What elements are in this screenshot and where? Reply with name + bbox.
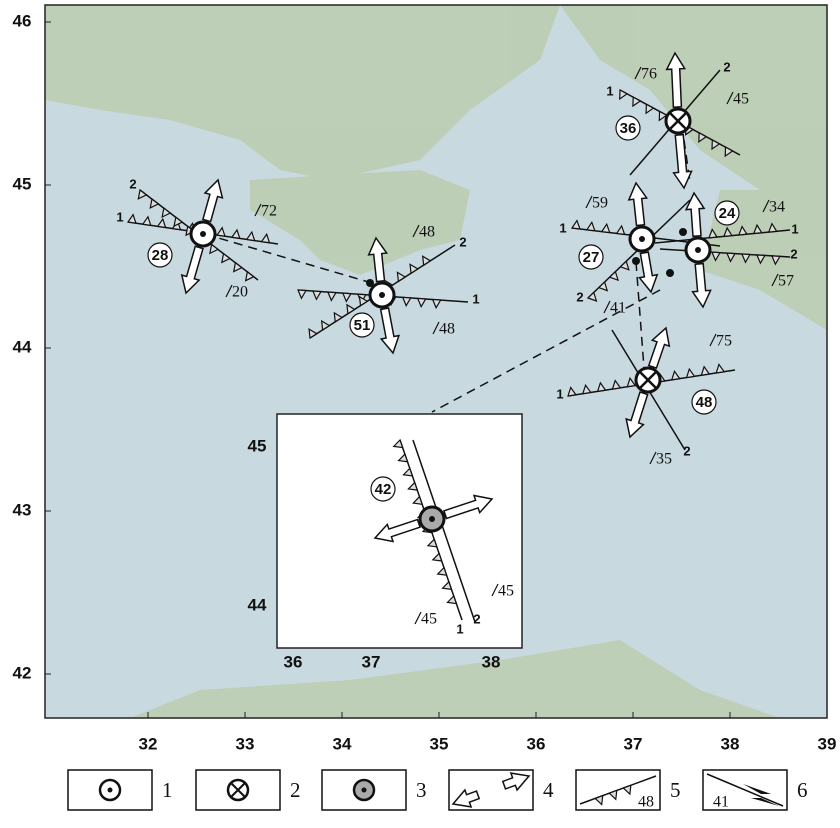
legend-dip: 48 — [638, 794, 654, 811]
inset-y-tick-label: 44 — [248, 595, 267, 614]
plane-label: 1 — [791, 221, 798, 236]
dip-value: 45 — [498, 583, 514, 600]
event-id: 24 — [719, 205, 736, 222]
dip-value: 48 — [439, 321, 455, 338]
dot — [429, 516, 435, 522]
y-tick-label: 43 — [13, 500, 32, 519]
x-tick-label: 33 — [236, 734, 255, 753]
x-tick-label: 35 — [430, 734, 449, 753]
legend-item: 4 — [449, 770, 554, 810]
dip-value: 57 — [778, 273, 794, 290]
event-id: 27 — [583, 249, 600, 266]
dot — [108, 788, 113, 793]
legend-label: 6 — [797, 778, 808, 802]
dip-value: 45 — [733, 91, 749, 108]
event-id: 28 — [152, 247, 169, 264]
inset-x-tick-label: 37 — [362, 652, 381, 671]
dip-value: 72 — [261, 203, 277, 220]
x-tick-label: 32 — [139, 734, 158, 753]
legend-item: 1 — [68, 770, 173, 810]
y-tick-label: 44 — [13, 337, 32, 356]
plane-label: 1 — [556, 386, 563, 401]
dip-value: 20 — [232, 284, 248, 301]
dip-value: 45 — [421, 611, 437, 628]
plane-label: 1 — [606, 83, 613, 98]
plane-label: 2 — [723, 59, 730, 74]
dot — [639, 236, 645, 242]
y-tick-label: 45 — [13, 174, 32, 193]
event-id: 36 — [620, 120, 637, 137]
plane-label: 1 — [456, 621, 463, 636]
legend-label: 4 — [543, 778, 554, 802]
dot — [362, 788, 367, 793]
legend-label: 5 — [670, 778, 681, 802]
plane-label: 2 — [459, 234, 466, 249]
dip-value: 48 — [419, 224, 435, 241]
event-id: 48 — [696, 394, 713, 411]
legend-item: 5 48 — [576, 770, 681, 811]
plane-label: 1 — [559, 220, 566, 235]
dot — [379, 292, 385, 298]
legend-label: 1 — [162, 778, 173, 802]
legend-item: 3 — [322, 770, 427, 810]
inset-x-tick-label: 38 — [482, 652, 501, 671]
x-tick-label: 37 — [624, 734, 643, 753]
y-tick-label: 46 — [13, 11, 32, 30]
dip-value: 59 — [592, 195, 608, 212]
x-tick-label: 36 — [527, 734, 546, 753]
legend-dip: 41 — [713, 794, 729, 811]
x-tick-label: 39 — [818, 734, 837, 753]
figure: 3233343536373839424344454636373845442812… — [0, 0, 840, 828]
legend-item: 2 — [196, 770, 301, 810]
plane-label: 1 — [116, 209, 123, 224]
legend-label: 3 — [416, 778, 427, 802]
dip-value: 75 — [716, 333, 732, 350]
dip-value: 34 — [769, 199, 785, 216]
dip-value: 35 — [656, 451, 672, 468]
y-tick-label: 42 — [13, 663, 32, 682]
dip-value: 41 — [610, 300, 626, 317]
plane-label: 2 — [473, 611, 480, 626]
dot — [695, 247, 701, 253]
inset-y-tick-label: 45 — [248, 436, 267, 455]
plane-label: 2 — [576, 289, 583, 304]
legend-item: 6 41 — [703, 770, 808, 811]
plane-label: 2 — [683, 443, 690, 458]
x-tick-label: 38 — [721, 734, 740, 753]
plane-label: 2 — [790, 246, 797, 261]
plane-label: 2 — [129, 176, 136, 191]
dip-value: 76 — [641, 66, 657, 83]
event-id: 51 — [354, 317, 371, 334]
plane-label: 1 — [472, 291, 479, 306]
inset-x-tick-label: 36 — [284, 652, 303, 671]
x-tick-label: 34 — [333, 734, 352, 753]
event-id: 42 — [375, 481, 392, 498]
legend-label: 2 — [290, 778, 301, 802]
dot — [200, 231, 206, 237]
